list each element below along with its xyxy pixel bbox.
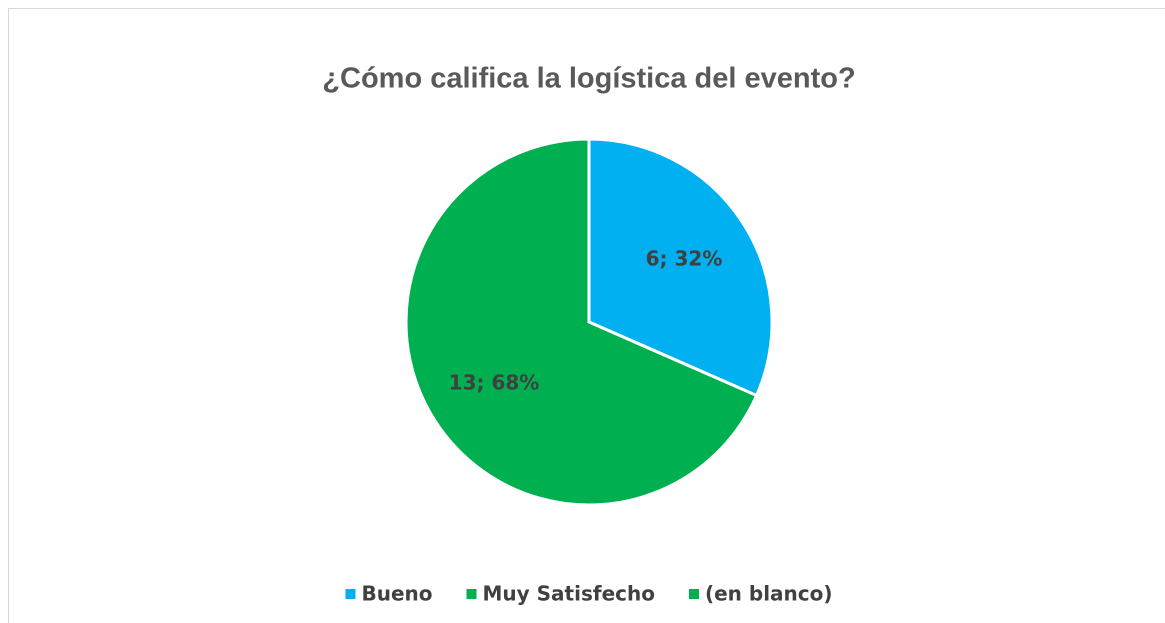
pie-slice (587, 137, 774, 398)
chart-title: ¿Cómo califica la logística del evento? (322, 63, 855, 95)
pie-slice (404, 137, 759, 507)
legend-label: Muy Satisfecho (483, 582, 655, 606)
data-label: 6; 32% (646, 246, 723, 270)
data-label: 13; 68% (449, 371, 540, 395)
legend-marker (345, 589, 356, 599)
legend-marker (466, 589, 477, 599)
legend-label: Bueno (361, 582, 432, 606)
legend-marker (688, 589, 699, 599)
legend-label: (en blanco) (705, 582, 833, 606)
